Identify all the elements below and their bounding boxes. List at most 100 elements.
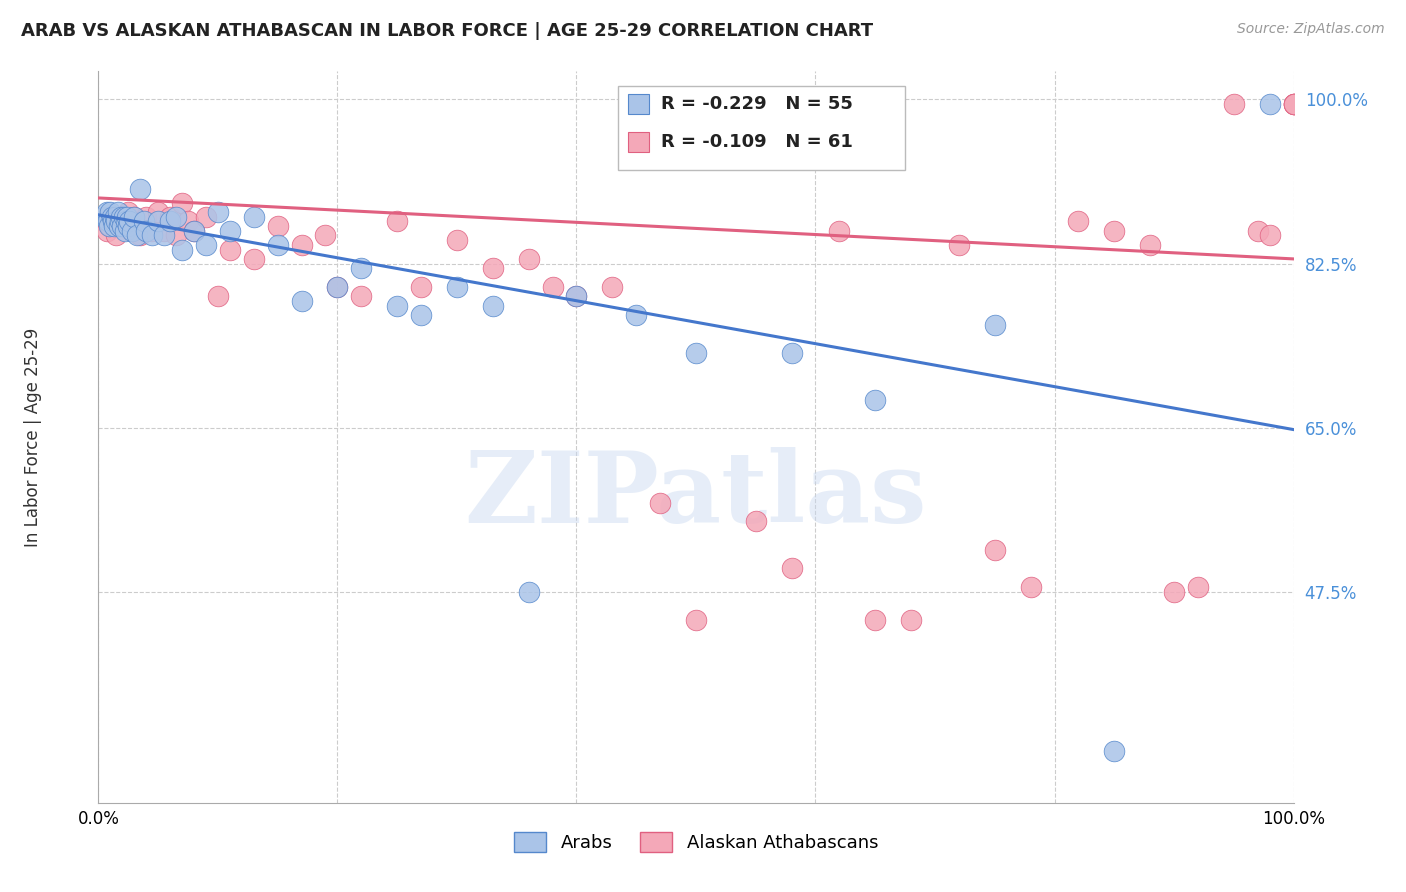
Point [124,210,146,224]
Point [107,205,129,219]
Point [219,243,242,257]
Point [291,237,314,252]
Point [1258,97,1281,112]
Point [1282,97,1305,112]
Point [110,210,132,224]
Point [602,280,624,294]
Point [481,261,505,276]
Point [148,214,170,228]
Point [1282,97,1305,112]
Point [118,214,141,228]
Point [326,280,349,294]
Point [135,210,157,224]
Point [117,219,139,233]
Point [121,224,143,238]
Point [153,224,176,238]
Point [1258,228,1281,243]
Point [107,219,129,233]
Legend: Arabs, Alaskan Athabascans: Arabs, Alaskan Athabascans [506,825,886,860]
Point [1282,97,1305,112]
Point [685,613,707,627]
Point [984,542,1007,557]
Point [108,214,131,228]
Point [165,210,187,224]
Point [517,252,540,266]
Point [98,210,121,224]
Point [1139,237,1161,252]
Point [177,214,200,228]
Text: Source: ZipAtlas.com: Source: ZipAtlas.com [1237,22,1385,37]
Point [411,280,433,294]
Point [865,392,887,407]
Point [93,214,115,228]
Point [828,224,851,238]
Point [129,181,152,195]
Point [446,280,468,294]
Point [183,224,205,238]
Point [153,228,176,243]
Point [1104,224,1126,238]
Point [1163,584,1185,599]
Point [243,210,266,224]
Point [1104,744,1126,758]
Point [291,294,314,309]
Point [948,237,970,252]
Point [267,237,290,252]
Point [115,214,138,228]
Point [411,308,433,322]
Point [112,210,135,224]
Point [626,308,648,322]
Point [1067,214,1090,228]
Point [648,496,672,510]
Point [1187,580,1209,594]
Point [125,228,148,243]
Point [159,214,181,228]
Point [105,228,128,243]
Point [183,224,205,238]
Point [481,299,505,313]
Point [446,233,468,247]
Point [195,210,218,224]
Point [1247,224,1270,238]
Point [565,289,588,303]
Point [100,210,122,224]
Point [108,210,131,224]
Point [219,224,242,238]
Point [105,214,128,228]
Point [98,205,122,219]
Point [385,299,409,313]
Point [135,224,157,238]
Point [111,214,134,228]
Point [385,214,409,228]
Point [1019,580,1042,594]
Text: R = -0.109   N = 61: R = -0.109 N = 61 [661,133,853,151]
Point [114,224,136,238]
Point [148,205,170,219]
Point [172,243,194,257]
Point [104,210,127,224]
Point [93,210,115,224]
Point [172,195,194,210]
Point [267,219,290,233]
Point [1282,97,1305,112]
Point [195,237,218,252]
Point [326,280,349,294]
Point [132,214,155,228]
Point [96,224,118,238]
Point [780,561,803,575]
Point [121,224,143,238]
Point [1223,97,1246,112]
Point [745,515,768,529]
Point [101,214,124,228]
Point [984,318,1007,332]
Point [350,261,373,276]
Point [207,289,229,303]
Point [98,219,122,233]
FancyBboxPatch shape [628,94,650,114]
Point [685,345,707,359]
Text: ZIPatlas: ZIPatlas [465,447,927,544]
Point [565,289,588,303]
Point [159,210,181,224]
Point [101,214,124,228]
Text: In Labor Force | Age 25-29: In Labor Force | Age 25-29 [24,327,42,547]
